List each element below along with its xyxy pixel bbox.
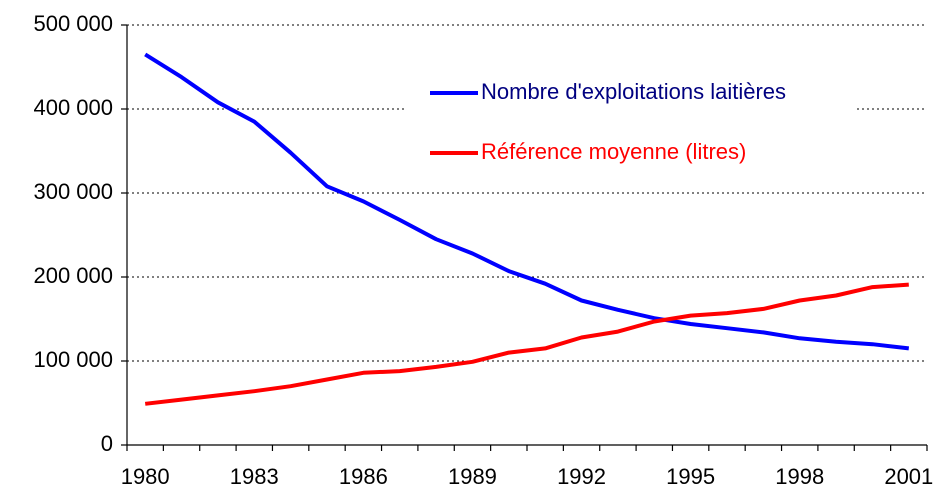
x-tick-label: 1992 [557, 464, 606, 489]
legend-label: Nombre d'exploitations laitières [481, 79, 786, 104]
y-tick-label: 0 [101, 431, 113, 456]
legend-box [405, 62, 855, 182]
x-tick-label: 1980 [121, 464, 170, 489]
x-tick-label: 2001 [884, 464, 933, 489]
y-tick-label: 500 000 [33, 11, 113, 36]
series-line [144, 52, 910, 351]
y-tick-label: 400 000 [33, 95, 113, 120]
y-tick-label: 200 000 [33, 263, 113, 288]
y-tick-label: 100 000 [33, 347, 113, 372]
x-tick-label: 1995 [666, 464, 715, 489]
x-tick-label: 1998 [775, 464, 824, 489]
x-tick-label: 1989 [448, 464, 497, 489]
x-tick-label: 1983 [230, 464, 279, 489]
x-tick-label: 1986 [339, 464, 388, 489]
y-tick-label: 300 000 [33, 179, 113, 204]
legend-label: Référence moyenne (litres) [481, 139, 746, 164]
series-line [144, 282, 909, 406]
